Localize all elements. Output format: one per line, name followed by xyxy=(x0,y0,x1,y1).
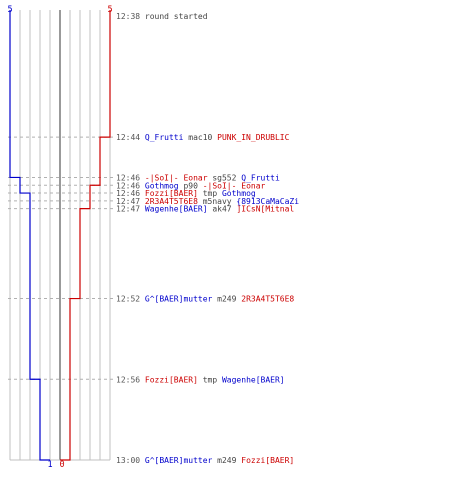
event-marker-lines xyxy=(8,136,114,380)
event-log-row: 12:47 Wagenhe[BAER] ak47 ]ICsN[Mitnal xyxy=(116,205,294,214)
event-weapon: m249 xyxy=(212,456,241,465)
event-log: 12:38 round started 12:44 Q_Frutti mac10 … xyxy=(116,12,299,465)
event-weapon: mac10 xyxy=(183,133,217,142)
event-time: 12:47 xyxy=(116,197,145,206)
event-log-row: 12:56 Fozzi[BAER] tmp Wagenhe[BAER] xyxy=(116,375,285,384)
event-time: 12:44 xyxy=(116,133,145,142)
red-player-name: Fozzi[BAER] xyxy=(145,189,198,198)
event-log-row: 12:38 round started xyxy=(116,12,208,21)
player-grid xyxy=(9,10,111,461)
red-team-start-count: 5 xyxy=(107,5,112,15)
red-player-name: 2R3A4T5T6E8 xyxy=(241,295,294,304)
event-log-row: 12:46 Gothmog p90 -|SoI|- Eonar xyxy=(116,181,266,190)
red-player-name: ]ICsN[Mitnal xyxy=(236,205,294,214)
red-player-name: PUNK_IN_DRUBLIC xyxy=(217,133,289,142)
event-time: 12:46 xyxy=(116,181,145,190)
red-player-name: -|SoI|- Eonar xyxy=(203,181,266,190)
blue-player-name: {8913CaMaCaZi xyxy=(236,197,299,206)
event-weapon: ak47 xyxy=(208,205,237,214)
blue-player-name: Q_Frutti xyxy=(241,173,280,182)
red-player-name: Fozzi[BAER] xyxy=(145,375,198,384)
event-time: 12:52 xyxy=(116,295,145,304)
event-weapon: m5navy xyxy=(198,197,237,206)
event-log-row: 13:00 G^[BAER]mutter m249 Fozzi[BAER] xyxy=(116,456,294,465)
event-weapon: m249 xyxy=(212,295,241,304)
blue-player-name: Wagenhe[BAER] xyxy=(145,205,208,214)
event-time: 13:00 xyxy=(116,456,145,465)
event-log-row: 12:46 -|SoI|- Eonar sg552 Q_Frutti xyxy=(116,173,280,182)
event-time: 12:38 xyxy=(116,12,145,21)
event-weapon: tmp xyxy=(198,375,222,384)
score-labels: 5 5 1 0 xyxy=(7,5,112,470)
event-weapon: sg552 xyxy=(208,173,242,182)
event-log-row: 12:46 Fozzi[BAER] tmp Gothmog xyxy=(116,189,256,198)
red-player-name: Fozzi[BAER] xyxy=(241,456,294,465)
event-time: 12:47 xyxy=(116,205,145,214)
blue-player-name: Q_Frutti xyxy=(145,133,184,142)
blue-team-final-count: 1 xyxy=(47,460,52,470)
blue-player-name: Wagenhe[BAER] xyxy=(222,375,285,384)
blue-player-name: Gothmog xyxy=(145,181,179,190)
blue-player-name: Gothmog xyxy=(222,189,256,198)
event-weapon: tmp xyxy=(198,189,222,198)
event-log-row: 12:44 Q_Frutti mac10 PUNK_IN_DRUBLIC xyxy=(116,133,290,142)
event-weapon: round started xyxy=(145,12,208,21)
blue-player-name: G^[BAER]mutter xyxy=(145,295,213,304)
event-time: 12:56 xyxy=(116,375,145,384)
red-player-name: 2R3A4T5T6E8 xyxy=(145,197,198,206)
event-weapon: p90 xyxy=(179,181,203,190)
blue-team-line xyxy=(9,10,50,461)
blue-player-name: G^[BAER]mutter xyxy=(145,456,213,465)
team-lines xyxy=(9,10,111,461)
red-team-final-count: 0 xyxy=(59,460,64,470)
red-player-name: -|SoI|- Eonar xyxy=(145,173,208,182)
event-time: 12:46 xyxy=(116,173,145,182)
event-log-row: 12:52 G^[BAER]mutter m249 2R3A4T5T6E8 xyxy=(116,295,294,304)
red-team-line xyxy=(60,10,111,461)
event-log-row: 12:47 2R3A4T5T6E8 m5navy {8913CaMaCaZi xyxy=(116,197,299,206)
event-time: 12:46 xyxy=(116,189,145,198)
blue-team-start-count: 5 xyxy=(7,5,12,15)
